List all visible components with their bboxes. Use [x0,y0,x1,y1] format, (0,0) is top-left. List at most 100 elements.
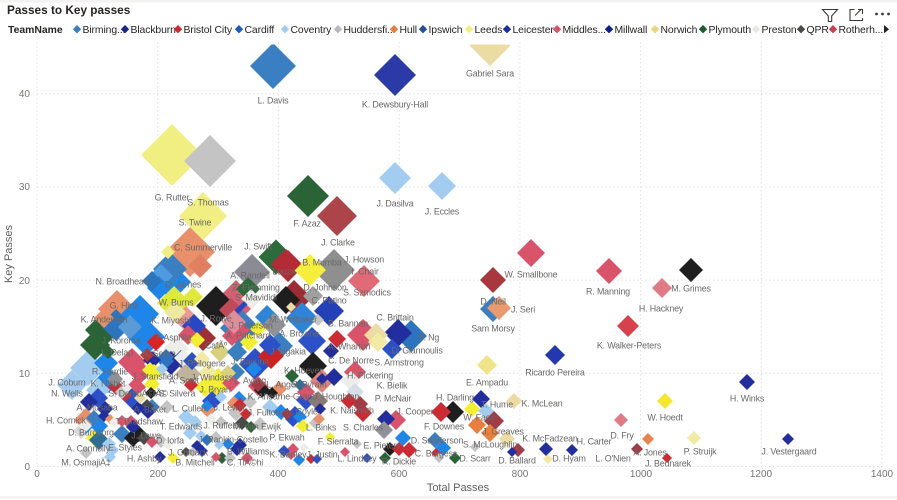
svg-text:T. Hume: T. Hume [481,400,513,410]
svg-text:C. De Norre: C. De Norre [328,356,374,366]
svg-text:30: 30 [19,182,31,193]
svg-text:F. Sierralta: F. Sierralta [318,437,359,447]
svg-text:K. Walker-Peters: K. Walker-Peters [597,341,662,351]
svg-text:600: 600 [391,469,408,480]
svg-text:Huddersfi...: Huddersfi... [344,25,396,36]
svg-text:Plymouth: Plymouth [709,25,752,36]
svg-text:J. Vestergaard: J. Vestergaard [761,447,816,457]
svg-text:J. Paterson: J. Paterson [229,321,272,331]
svg-text:K. Anderson: K. Anderson [81,315,128,325]
svg-text:A. Randell: A. Randell [230,271,270,281]
svg-text:S. Armstrong: S. Armstrong [374,358,424,368]
svg-text:TeamName: TeamName [8,25,63,36]
svg-text:Rotherh...: Rotherh... [839,25,884,36]
svg-text:J. Colback: J. Colback [168,448,209,458]
svg-text:P. McNair: P. McNair [375,394,412,404]
svg-text:K. McLean: K. McLean [521,399,562,409]
svg-text:R. Dickie: R. Dickie [382,457,416,467]
svg-text:G. Rutter: G. Rutter [155,193,190,203]
svg-text:Millwall: Millwall [615,25,648,36]
svg-text:Ipswich: Ipswich [429,25,463,36]
svg-text:E. Styles: E. Styles [108,443,142,453]
svg-text:J. Windass: J. Windass [191,373,234,383]
svg-text:Middles...: Middles... [563,25,606,36]
svg-text:A. Wharton: A. Wharton [328,342,371,352]
svg-text:P. Struijk: P. Struijk [684,447,718,457]
svg-text:K. Nisbet: K. Nisbet [91,379,126,389]
svg-text:Sam Morsy: Sam Morsy [471,324,515,334]
svg-text:0: 0 [34,469,40,480]
svg-text:J. Philogene: J. Philogene [178,359,225,369]
svg-text:J. Ruffels: J. Ruffels [203,421,239,431]
svg-text:J. Dasilva: J. Dasilva [377,199,414,209]
svg-text:D. Neil: D. Neil [480,297,506,307]
svg-text:S. Byram: S. Byram [291,380,326,390]
svg-text:Louza: Louza [272,267,296,277]
svg-text:D. Hyam: D. Hyam [552,454,585,464]
svg-text:D. Ballard: D. Ballard [498,456,536,466]
svg-text:Coventry: Coventry [291,25,333,36]
svg-text:J. Seri: J. Seri [511,305,535,315]
svg-text:N. Wells: N. Wells [51,389,83,399]
svg-text:J. Rowe: J. Rowe [200,314,231,324]
svg-text:H. Carter: H. Carter [577,437,612,447]
svg-text:K. Bartley: K. Bartley [270,450,308,460]
svg-text:D. Johnson: D. Johnson [303,283,347,293]
svg-text:B. Mitchell: B. Mitchell [175,458,214,468]
svg-text:E. Ampadu: E. Ampadu [466,378,508,388]
svg-text:H. Winks: H. Winks [730,394,765,404]
svg-text:D. Giannoulis: D. Giannoulis [391,346,443,356]
svg-text:QPR: QPR [807,25,830,36]
svg-text:M. van Ewijk: M. van Ewijk [233,422,282,432]
svg-text:I. Chair: I. Chair [351,267,379,277]
svg-text:20: 20 [19,276,31,287]
svg-text:B. Bannan: B. Bannan [328,319,368,329]
svg-text:J. Rankin-Costello: J. Rankin-Costello [198,435,268,445]
svg-text:B. Mumba: B. Mumba [302,258,341,268]
svg-text:K. Naismith: K. Naismith [330,406,374,416]
svg-text:S. DembÃ©lÃ©: S. DembÃ©lÃ© [108,389,168,399]
svg-text:J. Coburn: J. Coburn [48,378,85,388]
svg-text:J. Lewis: J. Lewis [214,403,246,413]
svg-text:J. Fulton: J. Fulton [248,408,281,418]
svg-text:J. Cooper: J. Cooper [396,407,433,417]
svg-text:D. Sanderson: D. Sanderson [411,436,464,446]
svg-text:L. Ayling: L. Ayling [234,376,266,386]
svg-text:Cardiff: Cardiff [245,25,275,36]
svg-text:D. James: D. James [165,280,202,290]
svg-text:L. Binks: L. Binks [306,423,337,433]
svg-text:P. Ekwah: P. Ekwah [269,433,304,443]
svg-text:S. Thomas: S. Thomas [187,198,229,208]
svg-text:Total Passes: Total Passes [427,482,490,494]
svg-text:A. Baker: A. Baker [134,405,167,415]
svg-text:Z. Flemming: Z. Flemming [232,283,280,293]
svg-text:1000: 1000 [630,469,653,480]
svg-text:0: 0 [24,462,30,473]
svg-text:L. Coyle: L. Coyle [286,407,318,417]
svg-text:W. Smallbone: W. Smallbone [505,270,558,280]
svg-text:Birming...: Birming... [83,25,126,36]
svg-text:J. Stansfield: J. Stansfield [132,372,179,382]
svg-text:S. Mavididi: S. Mavididi [235,293,277,303]
svg-text:A. Serna: A. Serna [142,349,176,359]
svg-text:CafÃº: CafÃº [205,341,228,351]
svg-text:J. Lowe: J. Lowe [131,431,161,441]
svg-text:L. O'Nien: L. O'Nien [595,454,631,464]
svg-text:J. Howson: J. Howson [344,255,384,265]
svg-text:F. Azaz: F. Azaz [293,219,321,229]
svg-text:A. Browne: A. Browne [279,329,319,339]
svg-text:K. Ahearne-Grant: K. Ahearne-Grant [248,392,315,402]
svg-text:W. Faes: W. Faes [463,413,495,423]
svg-text:D. Burgzorg: D. Burgzorg [68,428,114,438]
svg-text:L. Lindsey: L. Lindsey [338,454,378,464]
svg-text:J. Bryan: J. Bryan [199,385,231,395]
svg-text:A. Scott: A. Scott [169,376,200,386]
svg-text:S. Szmodics: S. Szmodics [343,288,391,298]
svg-text:E. Pieters: E. Pieters [364,441,402,451]
svg-text:L. Delap: L. Delap [101,348,133,358]
svg-text:J. Greaves: J. Greaves [482,427,524,437]
svg-text:P. Ng: P. Ng [419,333,440,343]
svg-text:Gabriel Sara: Gabriel Sara [466,69,514,79]
svg-text:L. Angel: L. Angel [267,380,298,390]
svg-text:K. McFadzean: K. McFadzean [522,434,578,444]
